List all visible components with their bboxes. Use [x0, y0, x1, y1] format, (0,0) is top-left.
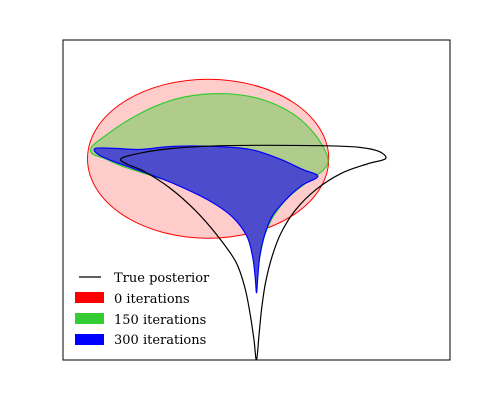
series-true-posterior	[119, 144, 387, 361]
axes-frame	[62, 39, 451, 361]
legend-swatch-0-iterations	[75, 292, 104, 303]
legend-swatch-300-iterations	[75, 334, 104, 345]
legend-label-true-posterior: True posterior	[114, 271, 210, 286]
legend-swatch-150-iterations	[75, 313, 104, 324]
plot-area	[87, 78, 387, 361]
legend-label-150-iterations: 150 iterations	[114, 313, 206, 328]
legend-label-300-iterations: 300 iterations	[114, 333, 206, 348]
legend-label-0-iterations: 0 iterations	[114, 292, 190, 307]
legend: True posterior 0 iterations 150 iteratio…	[75, 271, 210, 348]
